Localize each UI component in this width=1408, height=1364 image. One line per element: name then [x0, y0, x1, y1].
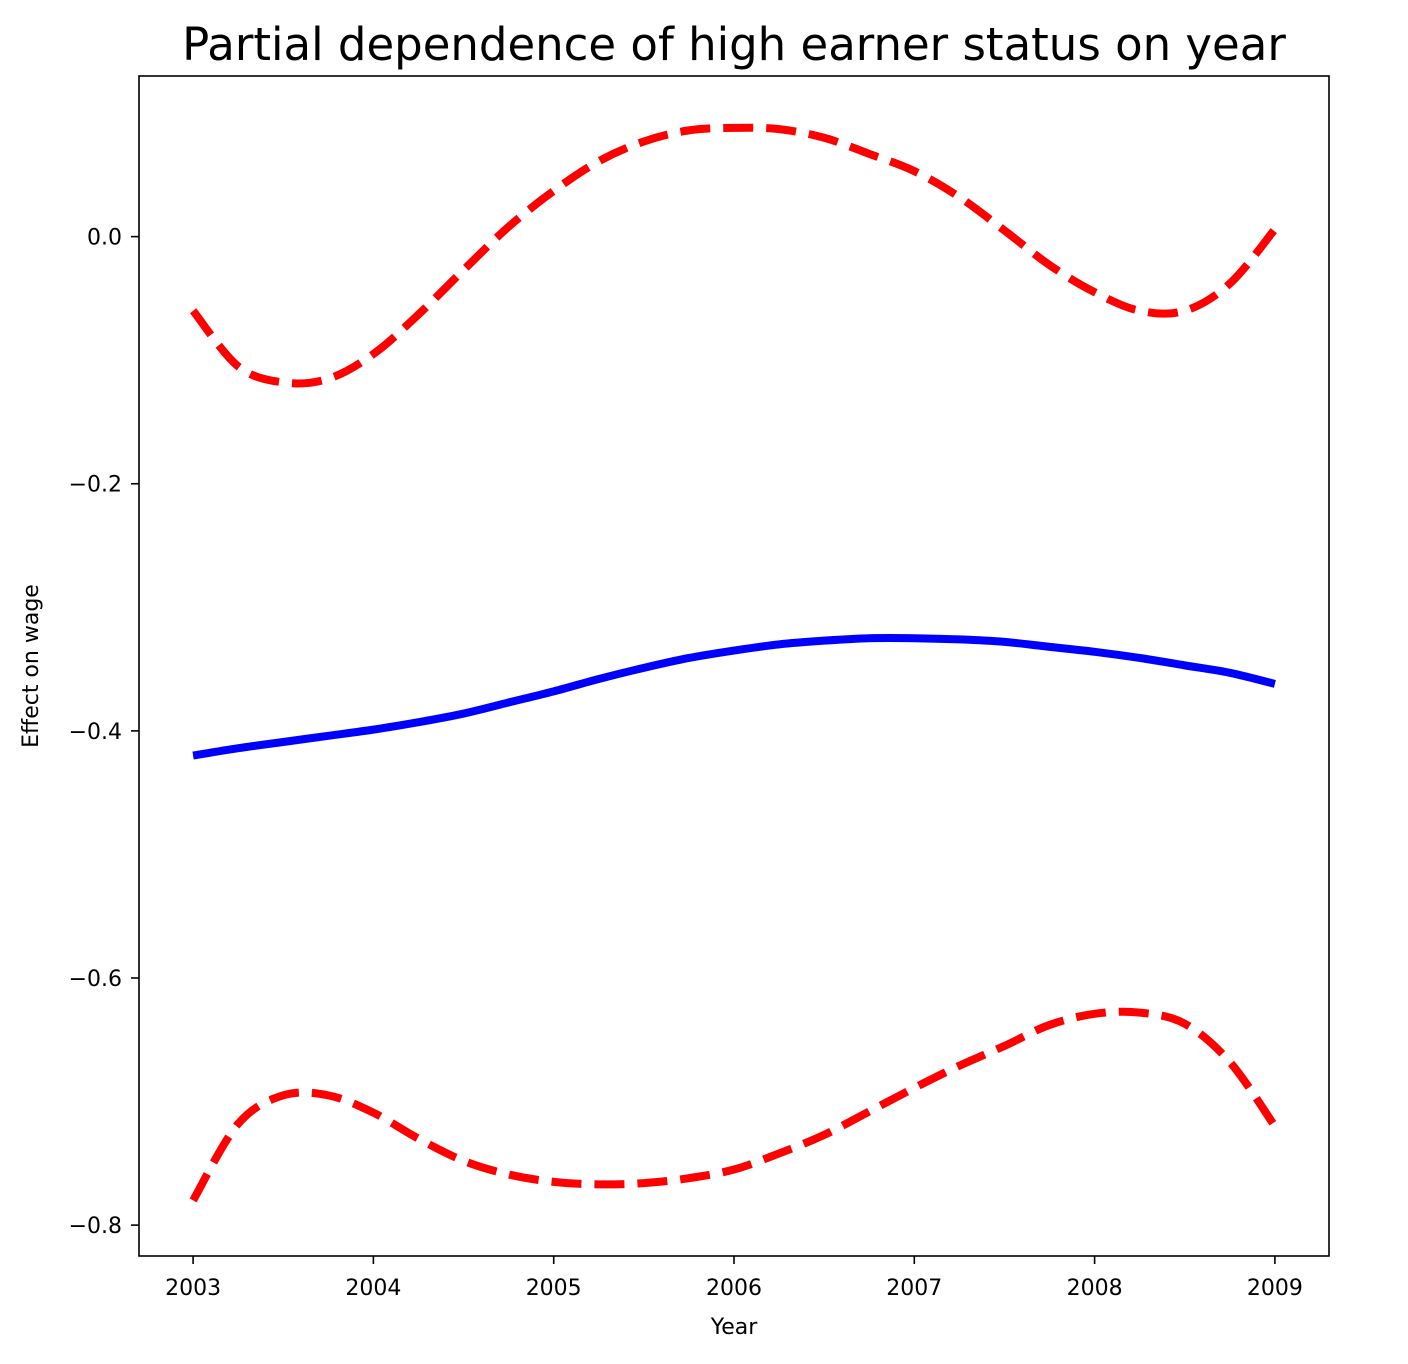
x-tick-label: 2009: [1247, 1276, 1303, 1301]
y-tick-label: −0.2: [69, 473, 122, 498]
x-axis-label: Year: [710, 1315, 759, 1340]
fit-line: [192, 633, 1276, 760]
x-tick-label: 2006: [706, 1276, 762, 1301]
x-axis-ticks: 2003 2004 2005 2006 2007 2008 2009: [165, 1256, 1303, 1301]
y-tick-label: −0.6: [69, 967, 122, 992]
x-tick-label: 2008: [1067, 1276, 1123, 1301]
lower-confidence-band: [189, 1007, 1279, 1203]
x-tick-label: 2007: [886, 1276, 942, 1301]
x-tick-label: 2003: [165, 1276, 221, 1301]
y-tick-label: 0.0: [87, 226, 122, 251]
series-layer: [189, 123, 1279, 1203]
y-tick-label: −0.8: [69, 1214, 122, 1239]
x-tick-label: 2005: [526, 1276, 582, 1301]
plot-area: [138, 75, 1330, 1257]
y-tick-label: −0.4: [69, 720, 122, 745]
upper-confidence-band: [189, 123, 1279, 388]
y-axis-ticks: 0.0 −0.2 −0.4 −0.6 −0.8: [69, 226, 139, 1239]
chart-title: Partial dependence of high earner status…: [182, 18, 1286, 71]
x-tick-label: 2004: [345, 1276, 401, 1301]
y-axis-label: Effect on wage: [19, 584, 44, 748]
